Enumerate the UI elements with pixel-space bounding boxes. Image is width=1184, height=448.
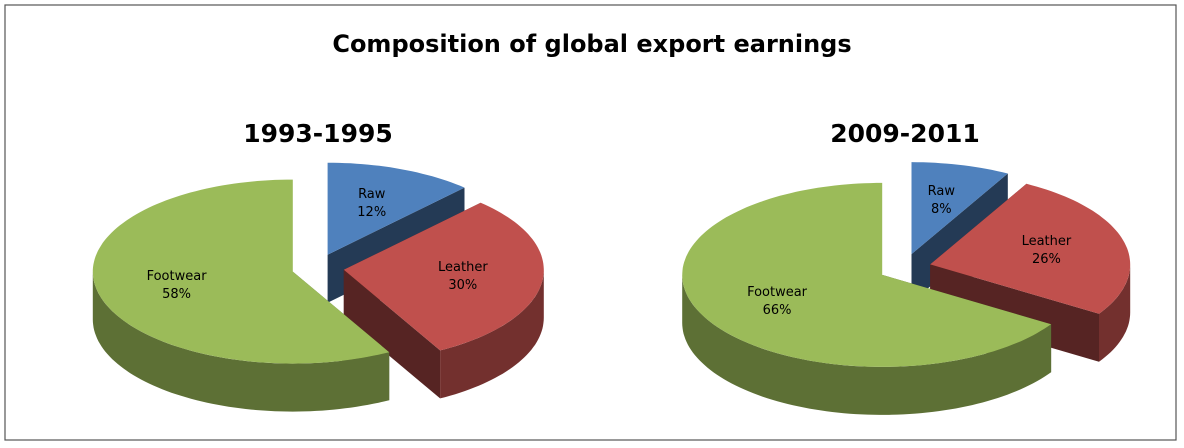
slice-value-label: 30% <box>448 278 477 293</box>
slice-side <box>440 269 544 399</box>
slice-label: Raw <box>928 184 956 199</box>
slice-label: Raw <box>358 187 386 202</box>
slice-value-label: 58% <box>162 287 191 302</box>
slice <box>343 202 544 351</box>
slice-side <box>1099 264 1131 362</box>
pie: Raw 8% Leather 26% Footwear 66% <box>682 162 1131 415</box>
slice-value-label: 66% <box>763 303 792 318</box>
slice-label: Footwear <box>147 269 208 284</box>
slice <box>930 183 1131 314</box>
slice-label: Footwear <box>747 285 808 300</box>
slice-value-label: 26% <box>1032 252 1061 267</box>
slice-value-label: 12% <box>357 205 386 220</box>
slice-side <box>92 271 390 412</box>
slice <box>682 182 1052 367</box>
chart-title: Composition of global export earnings <box>332 30 851 58</box>
slice-value-label: 8% <box>931 202 952 217</box>
slice-cut-face <box>343 269 441 399</box>
slice-label: Leather <box>438 260 488 275</box>
slice <box>92 179 390 364</box>
slice-label: Leather <box>1022 234 1072 249</box>
chart-subtitle: 1993-1995 <box>243 119 393 148</box>
slice <box>327 162 465 255</box>
slice-cut-face <box>930 264 1099 362</box>
slice-side <box>682 274 1052 415</box>
pie: Raw 12% Leather 30% Footwear 58% <box>92 162 544 412</box>
slice <box>911 162 1008 255</box>
chart-subtitle: 2009-2011 <box>830 119 980 148</box>
